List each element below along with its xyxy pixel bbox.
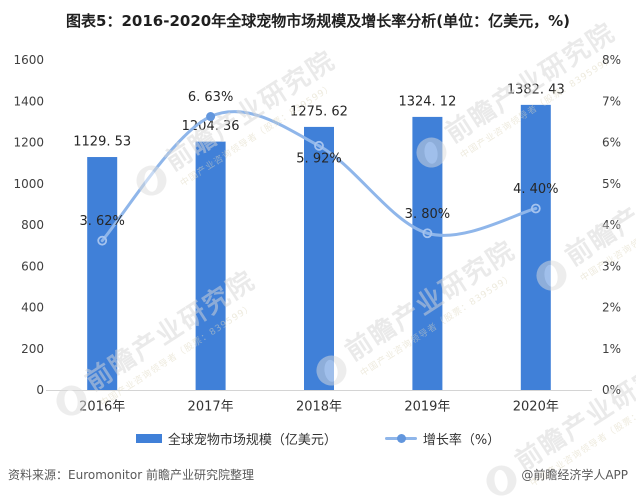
y-axis-tick-left: 600 bbox=[21, 259, 44, 273]
bar-value-label: 1382. 43 bbox=[507, 82, 565, 97]
growth-value-label: 5. 92% bbox=[296, 151, 341, 166]
line-marker-2020年 bbox=[530, 203, 541, 214]
x-axis-label: 2017年 bbox=[188, 400, 234, 415]
bar-series-swatch bbox=[135, 434, 162, 443]
x-axis-label: 2018年 bbox=[296, 400, 342, 415]
x-axis-label: 2016年 bbox=[79, 400, 125, 415]
legend: 全球宠物市场规模（亿美元） 增长率（%） bbox=[0, 429, 636, 448]
line-series-swatch bbox=[384, 434, 417, 443]
y-axis-tick-left: 1600 bbox=[13, 53, 44, 67]
x-axis-label: 2019年 bbox=[404, 400, 450, 415]
y-axis-tick-right: 7% bbox=[602, 94, 621, 108]
footer: 资料来源：Euromonitor 前瞻产业研究院整理 @前瞻经济学人APP bbox=[8, 466, 628, 483]
line-marker-2018年 bbox=[314, 140, 324, 151]
bar-2018年 bbox=[304, 126, 334, 390]
y-axis-tick-left: 1400 bbox=[13, 94, 44, 108]
line-swatch-dot bbox=[396, 434, 406, 443]
growth-value-label: 4. 40% bbox=[513, 182, 558, 197]
growth-value-label: 3. 62% bbox=[79, 214, 124, 229]
bar-value-label: 1275. 62 bbox=[290, 104, 348, 119]
chart-title: 图表5：2016-2020年全球宠物市场规模及增长率分析(单位：亿美元，%) bbox=[66, 12, 570, 30]
y-axis-tick-left: 400 bbox=[21, 301, 44, 315]
legend-item-growth-rate: 增长率（%） bbox=[384, 429, 501, 448]
growth-line bbox=[100, 110, 538, 243]
y-axis-tick-right: 4% bbox=[602, 218, 621, 232]
bar-value-label: 1204. 36 bbox=[182, 119, 240, 134]
growth-value-label: 6. 63% bbox=[188, 90, 233, 105]
y-axis-tick-right: 5% bbox=[602, 177, 621, 191]
legend-item-market-size: 全球宠物市场规模（亿美元） bbox=[135, 429, 337, 448]
line-marker-2019年 bbox=[422, 228, 433, 239]
legend-label-market-size: 全球宠物市场规模（亿美元） bbox=[167, 433, 337, 448]
bar-value-label: 1129. 53 bbox=[73, 135, 131, 150]
line-marker-2017年 bbox=[206, 112, 216, 122]
y-axis-tick-right: 0% bbox=[602, 383, 621, 397]
bar-value-label: 1324. 12 bbox=[398, 94, 456, 109]
legend-label-growth-rate: 增长率（%） bbox=[422, 433, 501, 448]
line-marker-2016年 bbox=[97, 235, 108, 246]
y-axis-tick-right: 1% bbox=[602, 342, 621, 356]
y-axis-tick-left: 200 bbox=[21, 342, 44, 356]
y-axis-tick-right: 8% bbox=[602, 53, 621, 67]
credit-text: @前瞻经济学人APP bbox=[521, 468, 628, 482]
y-axis-tick-left: 1200 bbox=[13, 136, 44, 150]
y-axis-tick-right: 2% bbox=[602, 301, 621, 315]
data-source-text: 资料来源：Euromonitor 前瞻产业研究院整理 bbox=[8, 468, 254, 482]
y-axis-tick-right: 3% bbox=[602, 259, 621, 273]
x-axis-label: 2020年 bbox=[513, 400, 559, 415]
bar-2020年 bbox=[520, 104, 551, 390]
y-axis-tick-left: 800 bbox=[21, 218, 44, 232]
y-axis-tick-left: 0 bbox=[36, 383, 44, 397]
bar-2016年 bbox=[87, 157, 118, 390]
growth-value-label: 3. 80% bbox=[405, 207, 450, 222]
y-axis-tick-left: 1000 bbox=[13, 177, 44, 191]
bar-2017年 bbox=[195, 141, 226, 390]
bar-2019年 bbox=[412, 116, 443, 390]
y-axis-tick-right: 6% bbox=[602, 136, 621, 150]
